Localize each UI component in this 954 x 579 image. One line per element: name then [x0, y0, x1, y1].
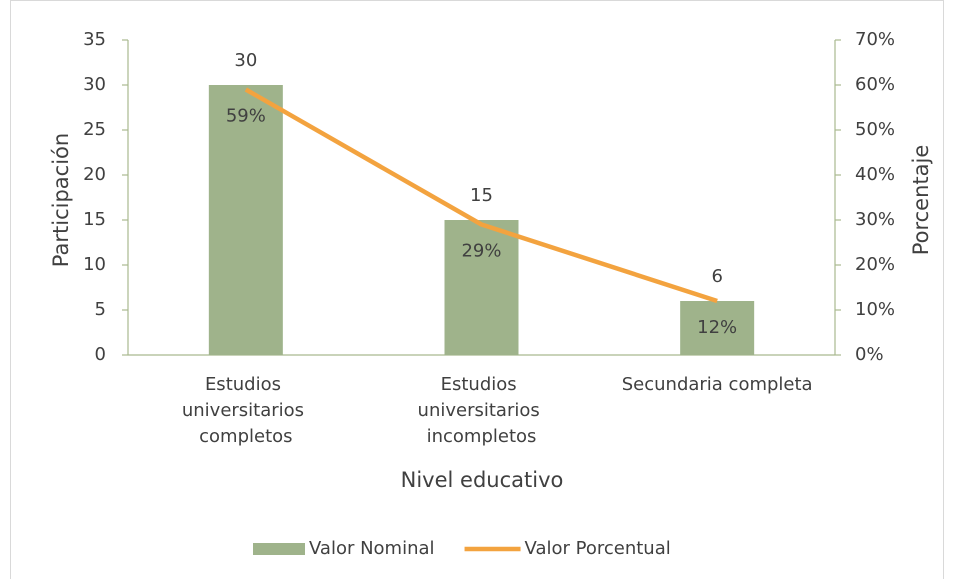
y2-tick-label: 20%	[855, 254, 895, 275]
line-value-label: 12%	[697, 317, 737, 338]
bar	[208, 85, 283, 355]
y-tick-label: 5	[95, 299, 106, 320]
y2-tick-label: 50%	[855, 119, 895, 140]
y2-tick-label: 10%	[855, 299, 895, 320]
legend-swatch	[253, 543, 305, 555]
x-axis-title: Nivel educativo	[401, 468, 564, 492]
y-tick-label: 20	[83, 164, 106, 185]
y2-tick-label: 60%	[855, 74, 895, 95]
bar	[680, 301, 755, 355]
x-tick-label: Estudios universitarios completos	[182, 374, 310, 447]
y-tick-label: 0	[95, 344, 106, 365]
y-tick-label: 35	[83, 29, 106, 50]
x-tick-label: Secundaria completa	[622, 374, 813, 395]
y2-tick-label: 0%	[855, 344, 884, 365]
chart-border	[10, 0, 944, 579]
bar-value-label: 6	[711, 266, 722, 287]
y2-tick-label: 30%	[855, 209, 895, 230]
bar-value-label: 15	[470, 185, 493, 206]
y2-tick-label: 40%	[855, 164, 895, 185]
y2-axis-title: Porcentaje	[909, 145, 933, 256]
y2-tick-label: 70%	[855, 29, 895, 50]
line-value-label: 59%	[226, 106, 266, 127]
line	[244, 87, 718, 304]
bar	[444, 220, 519, 355]
bar-value-label: 30	[234, 50, 257, 71]
y-tick-label: 10	[83, 254, 106, 275]
x-tick-label: Estudios universitarios incompletos	[418, 374, 546, 447]
y-tick-label: 30	[83, 74, 106, 95]
legend-label: Valor Nominal	[309, 538, 435, 559]
y-axis-title: Participación	[49, 133, 73, 267]
y-tick-label: 15	[83, 209, 106, 230]
legend-label: Valor Porcentual	[525, 538, 671, 559]
y-tick-label: 25	[83, 119, 106, 140]
line-value-label: 29%	[461, 241, 501, 262]
